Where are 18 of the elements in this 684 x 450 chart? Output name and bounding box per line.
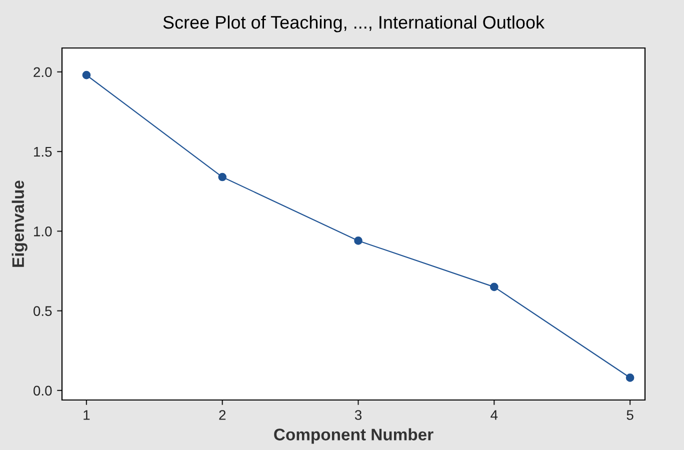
x-tick-label: 2 xyxy=(219,410,226,420)
point xyxy=(490,282,498,292)
y-tick-label: 1.5 xyxy=(34,147,52,157)
y-tick-label: 2.0 xyxy=(34,67,52,78)
y-axis-title: Eigenvalue xyxy=(12,180,28,267)
point xyxy=(82,70,91,80)
y-tick-label: 0.0 xyxy=(34,386,52,396)
x-tick-label: 4 xyxy=(490,410,498,420)
point xyxy=(354,236,362,245)
x-tick-label: 5 xyxy=(626,410,634,420)
x-tick-label: 3 xyxy=(354,410,362,420)
y-tick-label: 1.0 xyxy=(34,226,52,236)
x-tick-label: 1 xyxy=(84,410,90,420)
chart-title: Scree Plot of Teaching, ..., International Outlook xyxy=(163,15,545,32)
y-tick-label: 0.5 xyxy=(34,306,52,316)
point xyxy=(626,374,634,382)
x-axis-title: Component Number xyxy=(274,428,434,444)
point xyxy=(218,172,227,182)
